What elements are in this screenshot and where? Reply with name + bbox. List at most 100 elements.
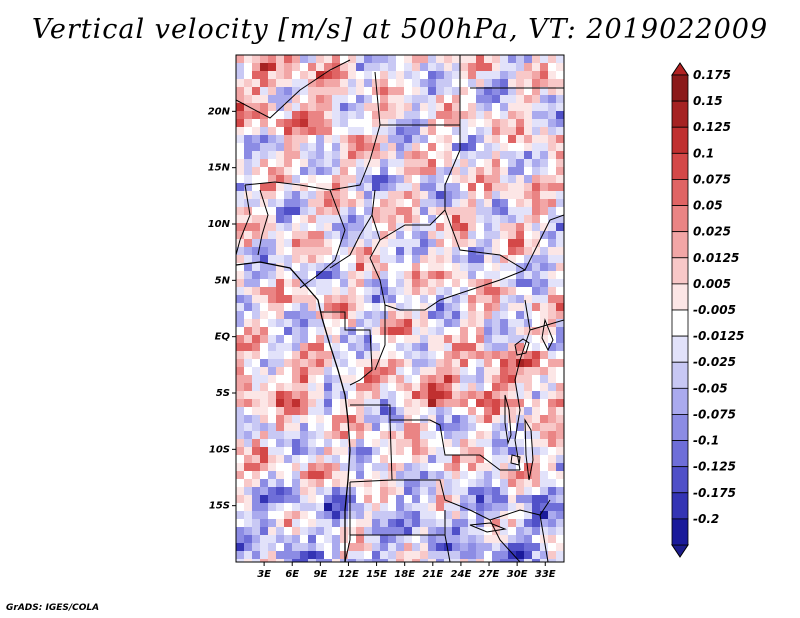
field-cell [308, 79, 316, 87]
field-cell [308, 551, 316, 559]
field-cell [468, 271, 476, 279]
field-cell [556, 471, 564, 479]
field-cell [300, 479, 308, 487]
field-cell [276, 191, 284, 199]
field-cell [524, 319, 532, 327]
plot-frame [235, 54, 565, 563]
field-cell [404, 535, 412, 543]
field-cell [452, 215, 460, 223]
field-cell [388, 447, 396, 455]
field-cell [412, 447, 420, 455]
field-cell [396, 247, 404, 255]
field-cell [524, 551, 532, 559]
field-cell [452, 407, 460, 415]
field-cell [404, 143, 412, 151]
field-cell [292, 535, 300, 543]
field-cell [500, 231, 508, 239]
field-cell [500, 79, 508, 87]
field-cell [348, 71, 356, 79]
field-cell [468, 103, 476, 111]
field-cell [484, 215, 492, 223]
field-cell [428, 559, 436, 562]
field-cell [316, 279, 324, 287]
field-cell [364, 319, 372, 327]
field-cell [524, 127, 532, 135]
field-cell [548, 359, 556, 367]
field-cell [444, 143, 452, 151]
field-cell [452, 367, 460, 375]
field-cell [540, 143, 548, 151]
field-cell [364, 135, 372, 143]
field-cell [356, 455, 364, 463]
field-cell [364, 463, 372, 471]
field-cell [476, 191, 484, 199]
field-cell [460, 311, 468, 319]
field-cell [460, 319, 468, 327]
field-cell [508, 519, 516, 527]
field-cell [420, 191, 428, 199]
field-cell [356, 319, 364, 327]
field-cell [244, 527, 252, 535]
field-cell [340, 343, 348, 351]
field-cell [332, 127, 340, 135]
field-cell [548, 103, 556, 111]
field-cell [540, 359, 548, 367]
field-cell [548, 231, 556, 239]
field-cell [428, 311, 436, 319]
field-cell [532, 383, 540, 391]
field-cell [244, 135, 252, 143]
field-cell [252, 175, 260, 183]
field-cell [532, 295, 540, 303]
field-cell [436, 223, 444, 231]
field-cell [260, 319, 268, 327]
field-cell [492, 79, 500, 87]
field-cell [436, 319, 444, 327]
field-cell [396, 191, 404, 199]
field-cell [300, 503, 308, 511]
field-cell [508, 487, 516, 495]
field-cell [420, 455, 428, 463]
colorbar-label: -0.125 [693, 460, 736, 474]
field-cell [380, 127, 388, 135]
field-cell [388, 351, 396, 359]
field-cell [404, 415, 412, 423]
field-cell [508, 151, 516, 159]
field-cell [348, 407, 356, 415]
field-cell [452, 287, 460, 295]
field-cell [508, 255, 516, 263]
colorbar-swatch [671, 335, 689, 363]
field-cell [268, 119, 276, 127]
field-cell [324, 455, 332, 463]
field-cell [444, 239, 452, 247]
field-cell [300, 559, 308, 562]
field-cell [484, 55, 492, 63]
field-cell [268, 279, 276, 287]
field-cell [380, 151, 388, 159]
field-cell [268, 503, 276, 511]
field-cell [356, 215, 364, 223]
field-cell [484, 151, 492, 159]
field-cell [260, 439, 268, 447]
field-cell [484, 183, 492, 191]
field-cell [460, 303, 468, 311]
field-cell [388, 455, 396, 463]
field-cell [316, 263, 324, 271]
field-cell [284, 383, 292, 391]
field-cell [492, 95, 500, 103]
field-cell [332, 479, 340, 487]
field-cell [388, 559, 396, 562]
field-cell [452, 455, 460, 463]
field-cell [300, 535, 308, 543]
field-cell [284, 95, 292, 103]
field-cell [532, 455, 540, 463]
field-cell [468, 375, 476, 383]
field-cell [380, 439, 388, 447]
field-cell [540, 159, 548, 167]
field-cell [556, 455, 564, 463]
field-cell [436, 383, 444, 391]
field-cell [412, 63, 420, 71]
field-cell [332, 463, 340, 471]
field-cell [276, 423, 284, 431]
field-cell [420, 471, 428, 479]
field-cell [524, 87, 532, 95]
